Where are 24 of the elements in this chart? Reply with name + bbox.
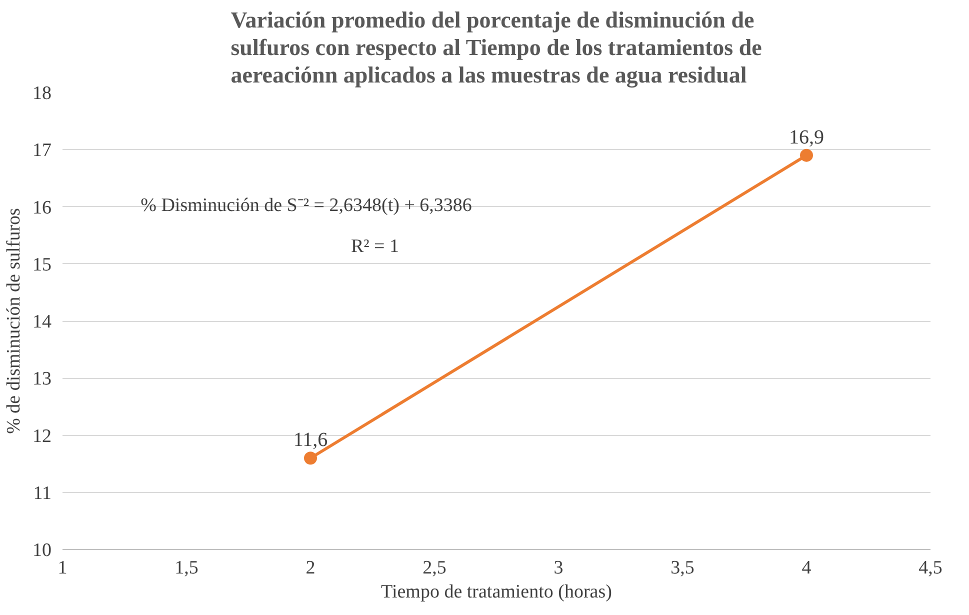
- y-tick-label: 15: [32, 254, 52, 276]
- x-tick-label: 4: [802, 558, 812, 578]
- x-axis-title: Tiempo de tratamiento (horas): [381, 582, 612, 602]
- y-tick-label: 10: [32, 540, 52, 561]
- y-axis-title: % de disminución de sulfuros: [4, 208, 24, 434]
- x-tick-label: 1,5: [174, 558, 198, 578]
- y-tick-label: 11: [33, 482, 52, 504]
- x-tick-label: 2: [306, 558, 316, 578]
- x-tick-label: 2,5: [422, 558, 446, 578]
- y-tick-label: 13: [32, 368, 52, 390]
- annotation: % Disminución de S⁻² = 2,6348(t) + 6,3386: [140, 194, 472, 216]
- y-tick-label: 18: [32, 83, 52, 104]
- data-label: 16,9: [789, 126, 824, 148]
- data-label: 11,6: [293, 429, 328, 452]
- y-tick-label: 17: [32, 140, 52, 162]
- chart-title: Variación promedio del porcentaje de disminución de sulfuros con respecto al Tiempo de los tratamientos de aereaciónn aplicados a las muestras de agua residual: [230, 8, 762, 88]
- x-tick-label: 3: [554, 558, 564, 578]
- x-tick-label: 4,5: [918, 558, 942, 578]
- x-tick-label: 1: [58, 558, 68, 578]
- annotation: R² = 1: [350, 236, 400, 258]
- y-tick-label: 12: [32, 426, 52, 447]
- x-tick-label: 3,5: [670, 558, 694, 578]
- y-tick-label: 14: [32, 312, 52, 332]
- y-tick-label: 16: [32, 197, 52, 218]
